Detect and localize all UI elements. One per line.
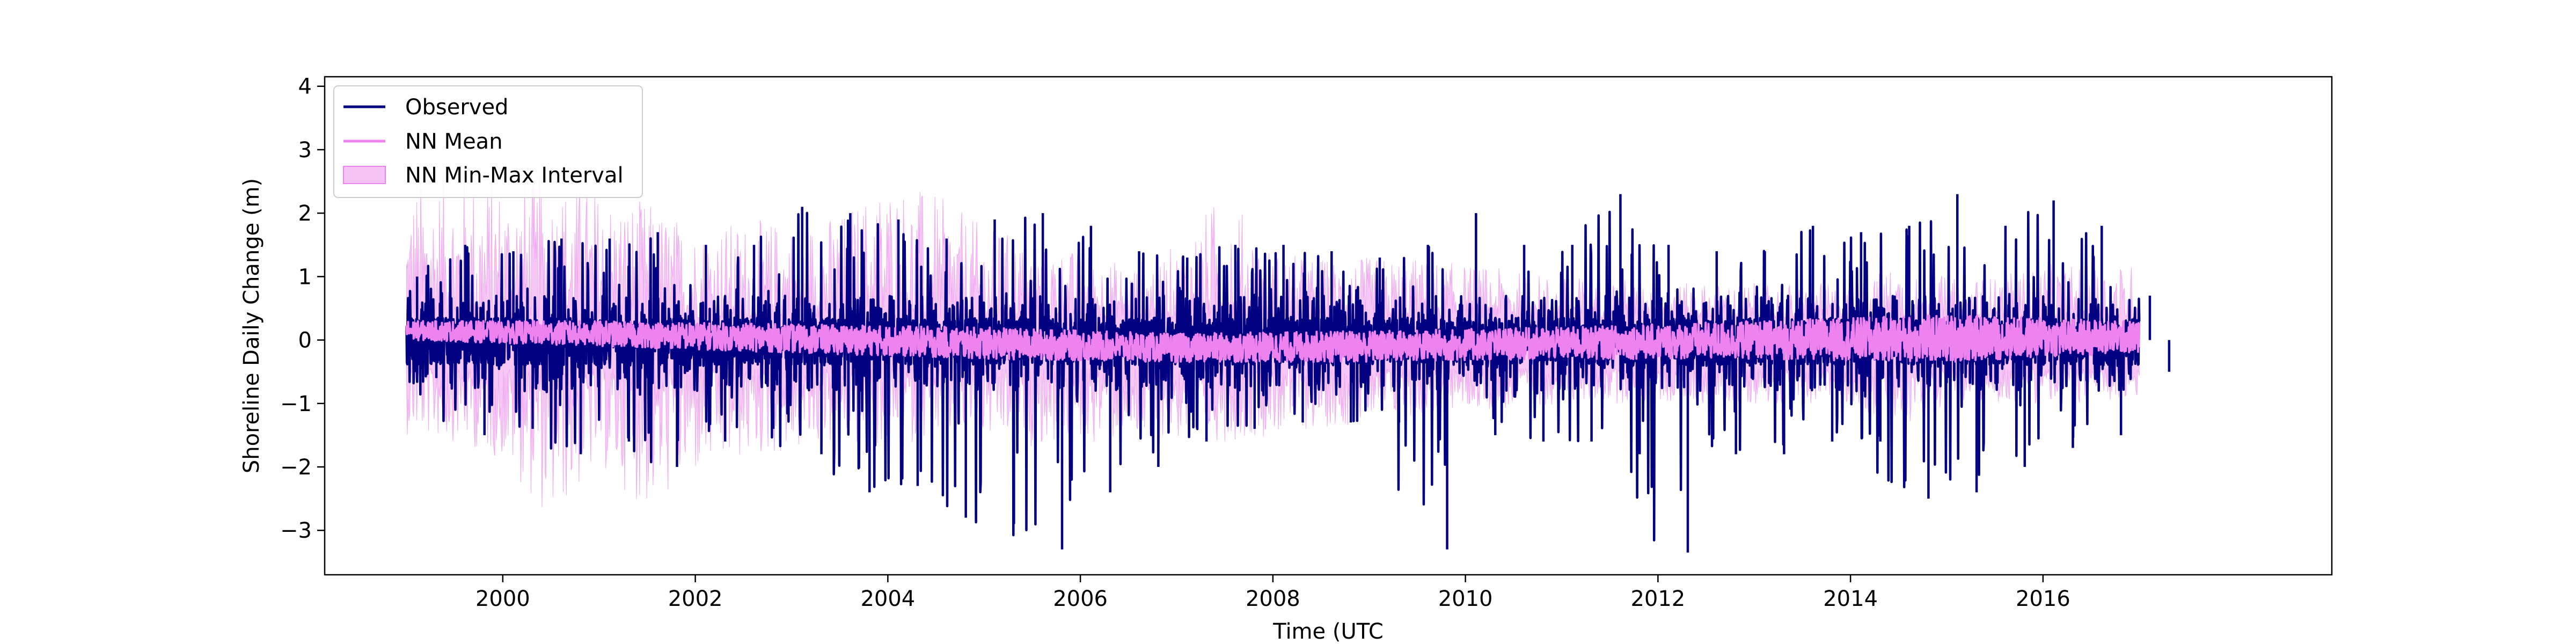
observed-layer [405, 194, 2171, 553]
y-axis: −3 −2 −1 0 1 2 3 4 [280, 75, 325, 543]
legend-nn-interval-label: NN Min-Max Interval [405, 163, 624, 188]
y-tick-label: −1 [280, 392, 312, 416]
x-tick-label: 2004 [860, 587, 915, 611]
legend: Observed NN Mean NN Min-Max Interval [333, 85, 643, 198]
legend-nn-interval-swatch [343, 166, 386, 184]
plot-frame [324, 76, 2333, 576]
legend-observed-label: Observed [405, 95, 508, 120]
y-tick-label: −2 [280, 455, 312, 480]
x-tick-label: 2006 [1053, 587, 1108, 611]
x-tick-label: 2014 [1823, 587, 1878, 611]
nn-mean-layer [405, 314, 2141, 363]
nn-mean-line [405, 314, 2141, 363]
x-tick-label: 2008 [1246, 587, 1300, 611]
observed-line [405, 210, 2141, 541]
x-tick-label: 2012 [1630, 587, 1685, 611]
y-tick-label: −3 [280, 518, 312, 543]
y-axis-label: Shoreline Daily Change (m) [239, 178, 264, 473]
y-tick-label: 3 [298, 138, 312, 163]
x-axis: 2000 2002 2004 2006 2008 2010 2012 2014 2016 [475, 575, 2070, 611]
x-tick-label: 2010 [1438, 587, 1493, 611]
x-axis-label: Time (UTC [1272, 619, 1384, 644]
y-tick-label: 1 [298, 265, 312, 289]
y-tick-label: 2 [298, 201, 312, 226]
y-tick-label: 0 [298, 328, 312, 353]
x-tick-label: 2002 [668, 587, 723, 611]
legend-box [333, 85, 643, 198]
legend-nn-mean-label: NN Mean [405, 129, 503, 154]
y-tick-label: 4 [298, 75, 312, 99]
x-tick-label: 2016 [2016, 587, 2070, 611]
x-tick-label: 2000 [475, 587, 530, 611]
